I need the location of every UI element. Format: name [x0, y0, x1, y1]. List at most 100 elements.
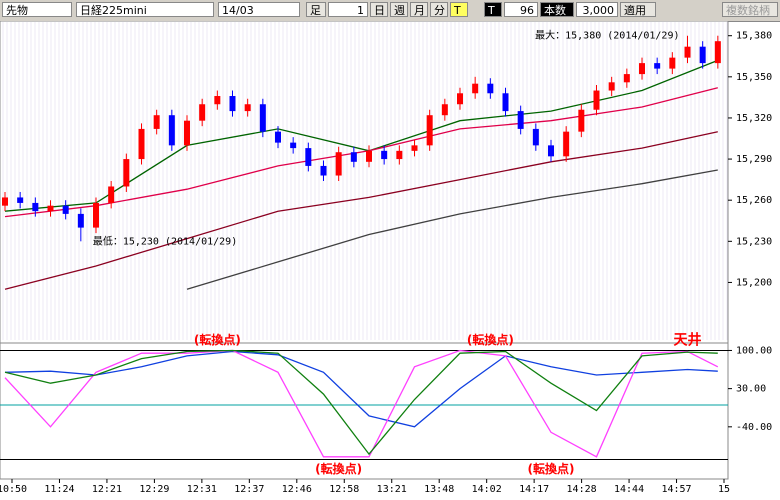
toolbar: 先物 日経225mini 14/03 足 1 日 週 月 分 T T 96 本数…	[0, 0, 780, 22]
candle-body	[426, 115, 433, 146]
x-tick-label: 14:28	[567, 484, 597, 495]
x-tick-label: 13:21	[377, 484, 407, 495]
candle-body	[290, 142, 297, 149]
annotation: (転換点)	[528, 461, 575, 476]
multi-button[interactable]: 複数銘柄	[722, 2, 778, 17]
x-tick-label: 14:02	[472, 484, 502, 495]
candle-body	[153, 115, 160, 129]
line-series	[4, 349, 719, 458]
candle-body	[411, 145, 418, 151]
candle-body	[259, 104, 266, 132]
chart: 15,380 15,350 15,320 15,290 15,260 15,230 15,2…	[0, 21, 772, 495]
annotation: (転換点)	[194, 332, 241, 347]
y-tick-label: 15,230	[736, 236, 772, 247]
candle-body	[335, 152, 342, 176]
x-tick-label: 14:57	[661, 484, 691, 495]
tick-label: T	[484, 2, 502, 17]
y-tick-label: 15,200	[736, 277, 772, 288]
y-tick-label: 100.00	[736, 345, 772, 356]
line-series	[186, 169, 718, 290]
period-button[interactable]: T	[450, 2, 468, 17]
candle-body	[396, 150, 403, 160]
candle-body	[93, 202, 99, 228]
market-select[interactable]: 先物	[2, 2, 72, 17]
candle-body	[381, 150, 388, 160]
candle-body	[2, 197, 8, 206]
candle-body	[184, 120, 190, 146]
candle-body	[699, 46, 706, 64]
apply-button[interactable]: 適用	[620, 2, 656, 17]
y-tick-label: 15,290	[736, 154, 772, 165]
candle-body	[472, 83, 479, 94]
candle-body	[517, 111, 524, 129]
y-tick-label: 15,380	[736, 31, 772, 42]
line-series	[4, 131, 718, 290]
annotation: 最大：15,380 (2014/01/29)	[535, 29, 679, 42]
period-button[interactable]: 分	[430, 2, 448, 17]
period-button[interactable]: 月	[410, 2, 428, 17]
candle-body	[138, 128, 145, 160]
x-tick-label: 12:29	[139, 484, 169, 495]
candle-body	[457, 93, 463, 105]
x-tick-label: 12:21	[92, 484, 122, 495]
x-tick-label: 10:50	[0, 484, 27, 495]
contract-select[interactable]: 14/03	[218, 2, 300, 17]
x-tick-label: 14:17	[519, 484, 549, 495]
candle-body	[502, 93, 509, 112]
y-tick-label: 15,320	[736, 113, 772, 124]
line-series	[4, 350, 718, 428]
candle-body	[578, 109, 585, 132]
candle-body	[654, 63, 661, 69]
candle-body	[17, 197, 24, 203]
candle-body	[669, 57, 676, 69]
y-tick-label: 30.00	[736, 384, 766, 395]
candle-body	[639, 63, 645, 75]
candle-body	[548, 145, 554, 157]
candle-body	[123, 159, 130, 187]
x-tick-label: 12:37	[234, 484, 264, 495]
candle-body	[108, 186, 115, 203]
y-tick-label: -40.00	[736, 422, 772, 433]
count-value[interactable]: 3,000	[576, 2, 618, 17]
candle-body	[366, 150, 372, 162]
x-tick-label: 14:44	[614, 484, 644, 495]
candle-body	[275, 131, 281, 143]
candle-body	[229, 96, 236, 112]
candle-body	[214, 96, 221, 105]
candle-body	[320, 165, 327, 176]
candle-body	[487, 83, 494, 94]
candle-body	[77, 213, 84, 228]
x-tick-label: 13:48	[424, 484, 454, 495]
candle-body	[244, 104, 251, 112]
candle-body	[623, 74, 630, 83]
candle-body	[62, 205, 69, 214]
x-tick-label: 12:58	[329, 484, 359, 495]
bar-label: 足	[306, 2, 326, 17]
x-tick-label: 15	[718, 484, 730, 495]
candle-body	[441, 104, 448, 116]
x-tick-label: 12:46	[282, 484, 312, 495]
candle-body	[199, 104, 206, 121]
bar-count[interactable]: 1	[328, 2, 368, 17]
candle-body	[305, 148, 312, 166]
y-tick-label: 15,260	[736, 195, 772, 206]
candle-body	[532, 128, 539, 146]
candle-body	[608, 82, 615, 91]
candle-body	[47, 205, 54, 212]
candle-body	[714, 41, 721, 64]
tick-count[interactable]: 96	[504, 2, 538, 17]
symbol-select[interactable]: 日経225mini	[76, 2, 214, 17]
line-series	[4, 349, 718, 456]
candle-body	[350, 152, 357, 162]
candle-body	[563, 131, 570, 157]
annotation: 最低：15,230 (2014/01/29)	[93, 234, 237, 247]
annotation: 天井	[674, 332, 702, 349]
count-label: 本数	[540, 2, 574, 17]
x-tick-label: 11:24	[44, 484, 74, 495]
period-button[interactable]: 日	[370, 2, 388, 17]
candle-body	[593, 90, 600, 110]
period-button[interactable]: 週	[390, 2, 408, 17]
candle-body	[32, 202, 39, 212]
candle-body	[168, 115, 175, 146]
